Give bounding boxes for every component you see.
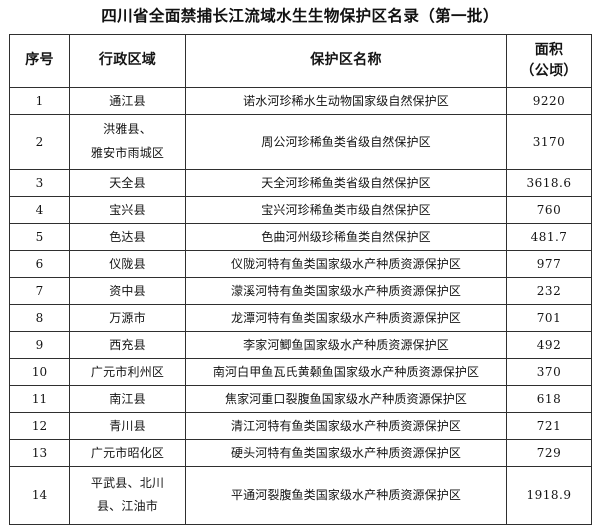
region-line: 青川县 [109,418,146,433]
cell-protected-area-name: 清江河特有鱼类国家级水产种质资源保护区 [185,411,507,440]
region-line: 天全县 [109,175,146,190]
cell-administrative-region: 仪陇县 [69,249,186,278]
cell-protected-area-name: 南河白甲鱼瓦氏黄颡鱼国家级水产种质资源保护区 [185,357,507,386]
column-header-area-label: 面积 [534,42,564,59]
cell-sequence-number: 1 [9,86,70,115]
cell-protected-area-name: 宝兴河珍稀鱼类市级自然保护区 [185,195,507,224]
region-line: 万源市 [109,310,146,325]
region-line: 南江县 [109,391,146,406]
cell-administrative-region: 青川县 [69,411,186,440]
region-line: 洪雅县、 [103,122,152,137]
cell-sequence-number: 14 [9,465,70,525]
cell-protected-area-name: 硬头河特有鱼类国家级水产种质资源保护区 [185,438,507,467]
column-header-name: 保护区名称 [185,33,507,88]
cell-administrative-region: 平武县、北川 县、江油市 [69,465,186,525]
region-line: 宝兴县 [109,202,146,217]
table-row: 9 西充县 李家河鲫鱼国家级水产种质资源保护区 492 [9,330,592,359]
cell-sequence-number: 5 [9,222,70,251]
table-row: 1 通江县 诺水河珍稀水生动物国家级自然保护区 9220 [9,86,592,115]
cell-protected-area-name: 天全河珍稀鱼类省级自然保护区 [185,168,507,197]
cell-area-hectares: 370 [506,357,592,386]
cell-protected-area-name: 李家河鲫鱼国家级水产种质资源保护区 [185,330,507,359]
cell-sequence-number: 6 [9,249,70,278]
cell-protected-area-name: 诺水河珍稀水生动物国家级自然保护区 [185,86,507,115]
region-line: 通江县 [109,93,146,108]
cell-area-hectares: 760 [506,195,592,224]
cell-area-hectares: 618 [506,384,592,413]
protected-areas-table: 序号 行政区域 保护区名称 面积 （公顷） 1 通江县 诺水河珍稀水生动物国家级自然… [9,33,592,525]
table-container: 序号 行政区域 保护区名称 面积 （公顷） 1 通江县 诺水河珍稀水生动物国家级自然… [0,33,600,525]
cell-area-hectares: 232 [506,276,592,305]
cell-protected-area-name: 周公河珍稀鱼类省级自然保护区 [185,113,507,170]
table-row: 13 广元市昭化区 硬头河特有鱼类国家级水产种质资源保护区 729 [9,438,592,467]
column-header-no: 序号 [9,33,70,88]
table-row: 14 平武县、北川 县、江油市 平通河裂腹鱼类国家级水产种质资源保护区 1918.9 [9,465,592,525]
cell-area-hectares: 729 [506,438,592,467]
cell-area-hectares: 3170 [506,113,592,170]
region-line: 资中县 [109,283,146,298]
cell-sequence-number: 9 [9,330,70,359]
cell-area-hectares: 9220 [506,86,592,115]
cell-area-hectares: 721 [506,411,592,440]
cell-area-hectares: 3618.6 [506,168,592,197]
cell-administrative-region: 西充县 [69,330,186,359]
cell-area-hectares: 1918.9 [506,465,592,525]
cell-administrative-region: 广元市昭化区 [69,438,186,467]
cell-area-hectares: 481.7 [506,222,592,251]
cell-administrative-region: 资中县 [69,276,186,305]
cell-administrative-region: 万源市 [69,303,186,332]
cell-administrative-region: 天全县 [69,168,186,197]
cell-sequence-number: 12 [9,411,70,440]
cell-administrative-region: 洪雅县、雅安市雨城区 [69,113,186,170]
column-header-area: 面积 （公顷） [506,33,592,88]
cell-sequence-number: 8 [9,303,70,332]
table-row: 8 万源市 龙潭河特有鱼类国家级水产种质资源保护区 701 [9,303,592,332]
cell-area-hectares: 492 [506,330,592,359]
cell-protected-area-name: 龙潭河特有鱼类国家级水产种质资源保护区 [185,303,507,332]
region-line: 西充县 [109,337,146,352]
cell-administrative-region: 通江县 [69,86,186,115]
cell-protected-area-name: 色曲河州级珍稀鱼类自然保护区 [185,222,507,251]
cell-sequence-number: 7 [9,276,70,305]
region-line: 仪陇县 [109,256,146,271]
table-row: 2 洪雅县、 雅安市雨城区 周公河珍稀鱼类省级自然保护区 3170 [9,113,592,170]
cell-administrative-region: 宝兴县 [69,195,186,224]
table-row: 11 南江县 焦家河重口裂腹鱼国家级水产种质资源保护区 618 [9,384,592,413]
page-title: 四川省全面禁捕长江流域水生生物保护区名录（第一批） [101,7,499,25]
table-row: 4 宝兴县 宝兴河珍稀鱼类市级自然保护区 760 [9,195,592,224]
table-row: 10 广元市利州区 南河白甲鱼瓦氏黄颡鱼国家级水产种质资源保护区 370 [9,357,592,386]
cell-sequence-number: 2 [9,113,70,170]
cell-protected-area-name: 平通河裂腹鱼类国家级水产种质资源保护区 [185,465,507,525]
cell-administrative-region: 广元市利州区 [69,357,186,386]
table-header: 序号 行政区域 保护区名称 面积 （公顷） [9,33,592,88]
region-line: 雅安市雨城区 [90,145,165,160]
table-row: 5 色达县 色曲河州级珍稀鱼类自然保护区 481.7 [9,222,592,251]
cell-administrative-region: 色达县 [69,222,186,251]
cell-protected-area-name: 焦家河重口裂腹鱼国家级水产种质资源保护区 [185,384,507,413]
region-line: 色达县 [109,229,146,244]
header-row: 序号 行政区域 保护区名称 面积 （公顷） [9,33,592,88]
table-row: 7 资中县 濛溪河特有鱼类国家级水产种质资源保护区 232 [9,276,592,305]
region-line: 广元市昭化区 [90,445,165,460]
cell-sequence-number: 11 [9,384,70,413]
table-row: 12 青川县 清江河特有鱼类国家级水产种质资源保护区 721 [9,411,592,440]
column-header-area-unit: （公顷） [520,62,578,79]
cell-administrative-region: 南江县 [69,384,186,413]
table-row: 6 仪陇县 仪陇河特有鱼类国家级水产种质资源保护区 977 [9,249,592,278]
cell-area-hectares: 977 [506,249,592,278]
cell-sequence-number: 10 [9,357,70,386]
region-line: 广元市利州区 [90,364,165,379]
cell-protected-area-name: 濛溪河特有鱼类国家级水产种质资源保护区 [185,276,507,305]
cell-sequence-number: 4 [9,195,70,224]
cell-sequence-number: 3 [9,168,70,197]
cell-sequence-number: 13 [9,438,70,467]
region-line: 平武县、北川 [90,475,165,490]
table-body: 1 通江县 诺水河珍稀水生动物国家级自然保护区 9220 2 洪雅县、 雅安市雨城区 周公河珍… [9,86,592,525]
cell-protected-area-name: 仪陇河特有鱼类国家级水产种质资源保护区 [185,249,507,278]
table-row: 3 天全县 天全河珍稀鱼类省级自然保护区 3618.6 [9,168,592,197]
cell-area-hectares: 701 [506,303,592,332]
column-header-region: 行政区域 [69,33,186,88]
region-line: 县、江油市 [96,499,158,513]
